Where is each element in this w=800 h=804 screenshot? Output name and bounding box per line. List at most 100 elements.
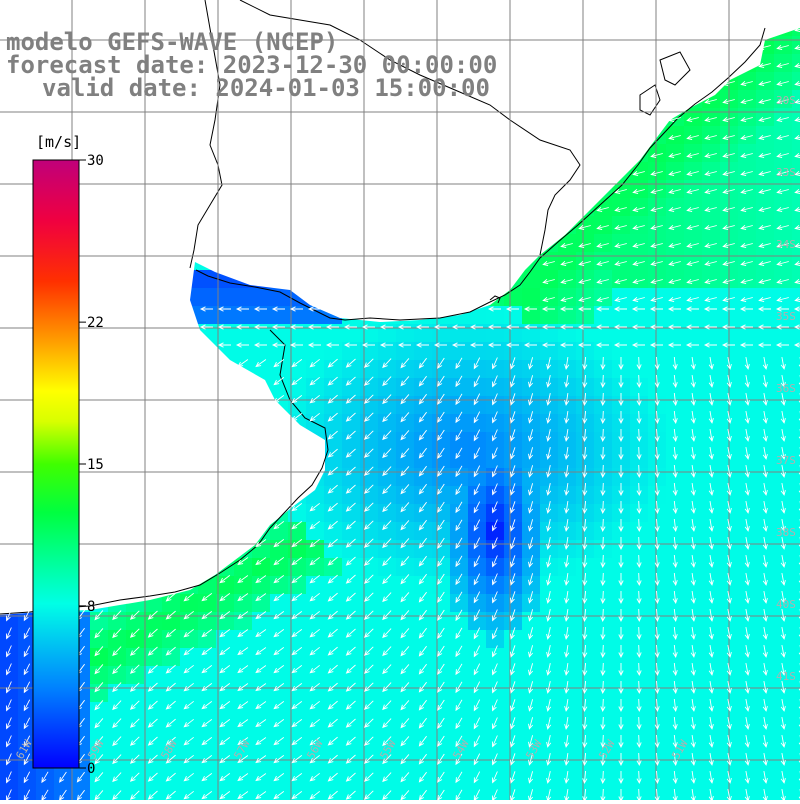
field-cell bbox=[756, 324, 775, 343]
wind-arrow bbox=[455, 375, 463, 388]
field-cell bbox=[450, 450, 469, 469]
wind-arrow bbox=[237, 359, 249, 368]
field-cell bbox=[450, 666, 469, 685]
wind-arrow bbox=[255, 593, 267, 602]
field-cell bbox=[684, 576, 703, 595]
wind-arrow bbox=[147, 664, 158, 674]
wind-arrow bbox=[726, 537, 732, 550]
wind-arrow bbox=[613, 342, 627, 348]
field-cell bbox=[198, 306, 217, 325]
field-cell bbox=[378, 468, 397, 487]
wind-arrow bbox=[546, 609, 552, 622]
wind-arrow bbox=[618, 573, 624, 587]
wind-arrow bbox=[690, 501, 696, 514]
wind-arrow bbox=[690, 591, 696, 604]
wind-arrow bbox=[437, 411, 445, 423]
wind-arrow bbox=[400, 754, 410, 765]
field-cell bbox=[270, 756, 289, 775]
field-cell bbox=[198, 738, 217, 757]
field-cell bbox=[702, 180, 721, 199]
field-cell bbox=[594, 234, 613, 253]
wind-arrow bbox=[345, 628, 356, 638]
wind-arrow bbox=[618, 357, 624, 371]
field-cell bbox=[18, 684, 37, 703]
wind-arrow bbox=[473, 375, 481, 388]
field-cell bbox=[468, 378, 487, 397]
field-cell bbox=[522, 468, 541, 487]
field-cell bbox=[324, 738, 343, 757]
wind-arrow bbox=[291, 413, 303, 422]
wind-arrow bbox=[726, 483, 732, 496]
wind-arrow bbox=[578, 296, 591, 302]
wind-arrow bbox=[219, 791, 231, 800]
wind-arrow bbox=[361, 324, 375, 330]
wind-arrow bbox=[473, 537, 481, 550]
field-cell bbox=[522, 756, 541, 775]
wind-arrow bbox=[690, 627, 696, 640]
wind-arrow bbox=[686, 116, 699, 122]
field-cell bbox=[216, 756, 235, 775]
wind-arrow bbox=[744, 753, 750, 766]
field-cell bbox=[450, 594, 469, 613]
field-cell bbox=[756, 252, 775, 271]
wind-arrow bbox=[758, 134, 771, 140]
field-cell bbox=[666, 558, 685, 577]
field-cell bbox=[612, 342, 631, 361]
field-cell bbox=[90, 684, 109, 703]
field-cell bbox=[378, 324, 397, 343]
wind-arrow bbox=[632, 242, 645, 248]
wind-arrow bbox=[199, 324, 213, 330]
wind-arrow bbox=[762, 609, 768, 622]
wind-arrow bbox=[596, 296, 609, 302]
wind-arrow bbox=[509, 537, 516, 550]
wind-arrow bbox=[437, 735, 445, 747]
field-cell bbox=[594, 414, 613, 433]
field-cell bbox=[594, 198, 613, 217]
wind-arrow bbox=[546, 771, 552, 784]
wind-arrow bbox=[690, 735, 696, 748]
wind-arrow bbox=[309, 358, 320, 368]
field-cell bbox=[792, 324, 800, 343]
wind-arrow bbox=[363, 466, 374, 476]
field-cell bbox=[414, 720, 433, 739]
field-cell bbox=[396, 702, 415, 721]
field-cell bbox=[198, 270, 217, 289]
field-cell bbox=[540, 252, 559, 271]
field-cell bbox=[594, 630, 613, 649]
field-cell bbox=[360, 792, 379, 804]
field-cell bbox=[468, 774, 487, 793]
wind-arrow bbox=[690, 699, 696, 712]
field-cell bbox=[0, 720, 19, 739]
field-cell bbox=[738, 612, 757, 631]
wind-arrow bbox=[418, 735, 427, 747]
wind-arrow bbox=[775, 342, 789, 348]
field-cell bbox=[252, 288, 271, 307]
wind-arrow bbox=[708, 609, 714, 622]
field-cell bbox=[576, 594, 595, 613]
wind-arrow bbox=[668, 206, 681, 212]
wind-arrow bbox=[757, 324, 771, 330]
wind-arrow bbox=[271, 324, 285, 330]
field-cell bbox=[684, 198, 703, 217]
wind-arrow bbox=[473, 753, 481, 766]
field-cell bbox=[414, 414, 433, 433]
wind-arrow bbox=[382, 502, 392, 513]
wind-arrow bbox=[780, 555, 786, 568]
field-cell bbox=[288, 756, 307, 775]
field-cell bbox=[342, 504, 361, 523]
wind-arrow bbox=[491, 411, 498, 424]
wind-arrow bbox=[327, 574, 338, 584]
wind-arrow bbox=[363, 394, 374, 404]
wind-arrow bbox=[418, 645, 427, 657]
field-cell bbox=[360, 360, 379, 379]
field-cell bbox=[432, 792, 451, 804]
field-cell bbox=[612, 288, 631, 307]
wind-arrow bbox=[685, 306, 699, 312]
field-cell bbox=[774, 180, 793, 199]
field-cell bbox=[162, 684, 181, 703]
wind-arrow bbox=[418, 411, 427, 423]
wind-arrow bbox=[418, 717, 427, 729]
field-cell bbox=[270, 648, 289, 667]
field-cell bbox=[684, 270, 703, 289]
field-cell bbox=[594, 522, 613, 541]
